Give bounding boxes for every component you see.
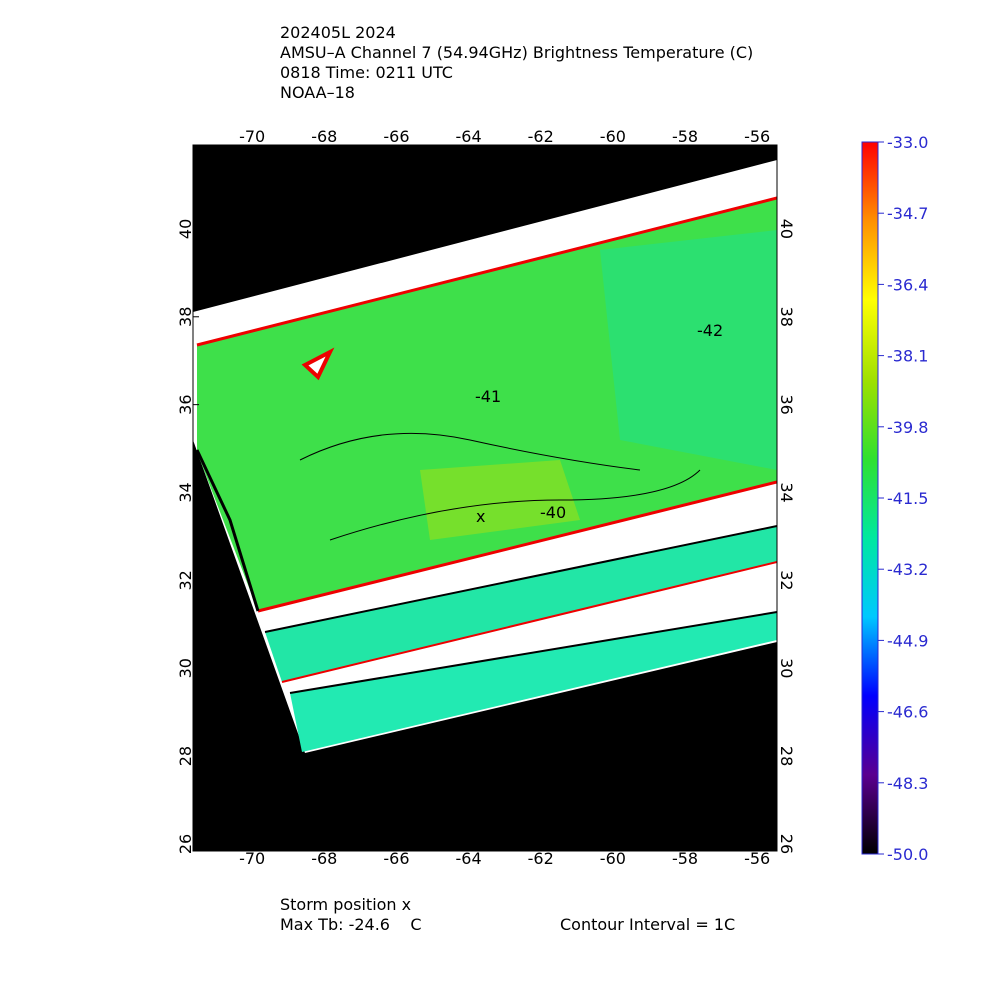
y-tick-label: 34 (777, 482, 796, 502)
x-tick-label: -66 (383, 849, 409, 868)
y-tick-label: 38 (176, 307, 195, 327)
footer-text: Max Tb: -24.6 C (280, 915, 421, 934)
x-tick-label: -62 (528, 127, 554, 146)
x-tick-label: -62 (528, 849, 554, 868)
y-tick-label: 40 (176, 219, 195, 239)
title-line: 0818 Time: 0211 UTC (280, 63, 453, 82)
hot-spot (301, 347, 335, 381)
x-tick-label: -58 (672, 849, 698, 868)
y-tick-label: 26 (777, 834, 796, 854)
title-line: 202405L 2024 (280, 23, 396, 42)
colorbar-label: -44.9 (887, 631, 928, 650)
y-tick-label: 28 (176, 746, 195, 766)
y-tick-label: 28 (777, 746, 796, 766)
contour-label: -42 (697, 321, 723, 340)
colorbar-label: -33.0 (887, 133, 928, 152)
x-tick-label: -60 (600, 849, 626, 868)
swath-cool (600, 230, 777, 470)
edge (196, 196, 777, 347)
x-tick-label: -58 (672, 127, 698, 146)
coastline (195, 449, 260, 612)
colorbar: -33.0 -34.7 -36.4 -38.1 -39.8 -41.5 -43.2 -44.9… (861, 133, 928, 864)
colorbar-label: -48.3 (887, 774, 928, 793)
axes: -70 -70 -68 -68 -66 -66 -64 -64 -62 -62 -60 -60 -58 -… (176, 127, 796, 868)
swath (265, 526, 777, 682)
colorbar-label: -50.0 (887, 845, 928, 864)
y-tick-label: 34 (176, 482, 195, 502)
map-area (193, 145, 777, 851)
x-tick-label: -64 (456, 127, 482, 146)
x-tick-label: -66 (383, 127, 409, 146)
colorbar-label: -38.1 (887, 347, 928, 366)
x-tick-label: -68 (311, 127, 337, 146)
contour-label: x (476, 507, 485, 526)
colorbar-label: -39.8 (887, 418, 928, 437)
swath (290, 612, 777, 752)
y-tick-label: 38 (777, 307, 796, 327)
footer-text: Contour Interval = 1C (560, 915, 735, 934)
edge (281, 561, 777, 683)
colorbar-scale (861, 141, 879, 855)
y-tick-label: 32 (777, 570, 796, 590)
edge (264, 525, 777, 633)
y-tick-label: 32 (176, 570, 195, 590)
edge (257, 480, 777, 613)
x-tick-label: -60 (600, 127, 626, 146)
contour (299, 432, 701, 541)
colorbar-label: -43.2 (887, 560, 928, 579)
title-line: AMSU–A Channel 7 (54.94GHz) Brightness T… (280, 43, 753, 62)
y-tick-label: 30 (176, 658, 195, 678)
footer-text: Storm position x (280, 895, 411, 914)
colorbar-label: -46.6 (887, 703, 928, 722)
edge (289, 611, 777, 694)
x-tick-label: -56 (744, 127, 770, 146)
x-tick-label: -64 (456, 849, 482, 868)
contour-label: -41 (475, 387, 501, 406)
title-line: NOAA–18 (280, 83, 355, 102)
x-tick-label: -56 (744, 849, 770, 868)
colorbar-label: -34.7 (887, 204, 928, 223)
colorbar-label: -41.5 (887, 489, 928, 508)
y-tick-label: 36 (777, 394, 796, 414)
swath-warm (420, 460, 580, 540)
y-tick-label: 30 (777, 658, 796, 678)
x-tick-label: -70 (239, 127, 265, 146)
map-frame (192, 144, 778, 852)
x-tick-label: -68 (311, 849, 337, 868)
annotations: -41 -42 -40 x (475, 321, 723, 526)
x-tick-label: -70 (239, 849, 265, 868)
y-tick-label: 40 (777, 219, 796, 239)
y-tick-label: 26 (176, 834, 195, 854)
y-tick-label: 36 (176, 394, 195, 414)
contour-label: -40 (540, 503, 566, 522)
colorbar-label: -36.4 (887, 275, 928, 294)
